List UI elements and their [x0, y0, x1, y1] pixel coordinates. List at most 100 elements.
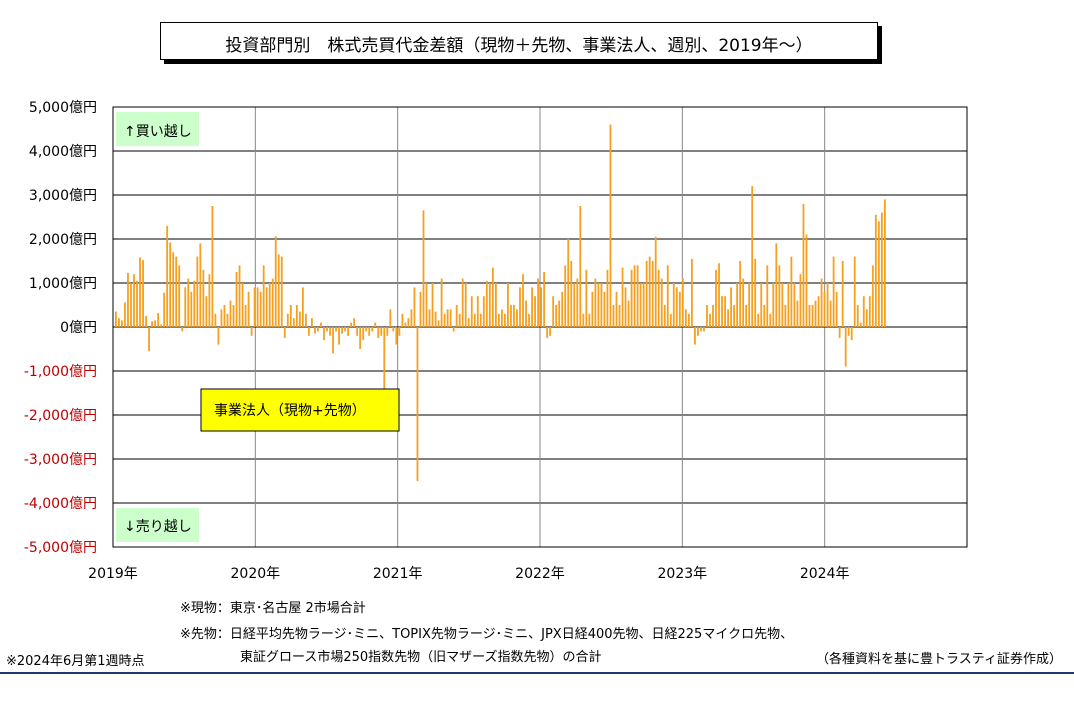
bar — [241, 283, 244, 327]
bar — [513, 305, 515, 327]
bar — [585, 269, 588, 327]
bar — [488, 283, 491, 327]
bar — [124, 302, 126, 327]
bar — [612, 305, 615, 327]
bar — [847, 327, 850, 336]
note-as-of: ※2024年6月第1週時点 — [6, 654, 145, 669]
bar — [751, 186, 754, 327]
bar — [199, 243, 202, 327]
bar — [455, 305, 458, 327]
bar — [398, 327, 401, 336]
bar — [754, 258, 757, 327]
chart-title: 投資部門別 株式売買代金差額（現物＋先物、事業法人、週別、2019年～） — [225, 36, 813, 56]
bar — [832, 256, 835, 327]
bar — [127, 272, 129, 327]
bar — [540, 287, 543, 327]
y-tick-label: -3,000億円 — [24, 452, 97, 468]
bar — [347, 327, 350, 336]
bar — [543, 272, 546, 327]
bar — [329, 327, 331, 336]
bar — [838, 327, 841, 338]
bar — [820, 278, 823, 327]
bar — [259, 291, 262, 327]
bar — [697, 327, 699, 336]
bar — [859, 322, 862, 327]
bar — [335, 327, 337, 332]
plot-area-frame — [112, 106, 968, 548]
bar — [283, 327, 286, 338]
bar — [561, 291, 564, 327]
footer-rule — [0, 672, 1074, 674]
bar — [760, 283, 763, 327]
bar — [380, 327, 383, 336]
bar — [289, 305, 292, 327]
bar — [588, 313, 591, 327]
bar — [796, 300, 799, 327]
bar — [781, 283, 784, 327]
bar — [727, 309, 729, 327]
bar — [549, 327, 552, 336]
bar — [374, 322, 377, 327]
bar — [835, 291, 838, 327]
note-spot: ※現物：東京･名古屋 2市場合計 — [180, 601, 366, 616]
y-tick-label: -1,000億円 — [24, 364, 97, 380]
y-tick-label: 1,000億円 — [29, 276, 97, 292]
bar — [570, 261, 573, 327]
y-tick-label: 0億円 — [60, 320, 97, 336]
x-tick-label: 2020年 — [231, 566, 281, 582]
bar — [229, 300, 232, 327]
bar — [407, 318, 410, 327]
bar — [377, 327, 380, 338]
bar — [286, 313, 289, 327]
bar — [844, 327, 847, 367]
bar — [624, 287, 627, 327]
bar — [323, 327, 325, 341]
bar — [389, 309, 392, 327]
bar — [576, 278, 579, 327]
bar — [148, 327, 150, 352]
bar — [190, 291, 193, 327]
bar — [311, 318, 313, 327]
bar — [353, 318, 356, 327]
bar — [552, 296, 555, 327]
bar — [648, 256, 651, 327]
bar-series — [115, 124, 886, 481]
bar — [516, 309, 518, 327]
bar — [636, 265, 639, 327]
bar — [181, 327, 184, 332]
x-tick-label: 2022年 — [515, 566, 565, 582]
bar — [736, 283, 739, 327]
bar — [748, 283, 751, 327]
bar — [320, 322, 322, 327]
x-tick-label: 2019年 — [88, 566, 138, 582]
bar — [139, 257, 141, 327]
bar — [880, 212, 883, 327]
bar — [730, 287, 732, 327]
bar — [531, 287, 533, 327]
bar — [564, 265, 567, 327]
bar — [268, 283, 271, 327]
bar — [157, 312, 160, 327]
bar — [208, 274, 211, 327]
bar — [491, 267, 494, 327]
bar — [657, 269, 660, 327]
bar — [654, 236, 657, 327]
y-tick-label: 4,000億円 — [29, 144, 97, 160]
bar — [862, 296, 865, 327]
bar — [371, 327, 374, 332]
bar — [464, 283, 467, 327]
bar — [431, 283, 434, 327]
bar — [118, 318, 120, 327]
bar — [160, 324, 163, 327]
bar — [449, 309, 452, 327]
bar — [823, 291, 826, 327]
bar — [690, 258, 693, 327]
bar — [458, 313, 461, 327]
bar — [485, 280, 488, 327]
bar — [314, 327, 316, 334]
bar — [356, 327, 359, 336]
bar — [775, 243, 778, 327]
bar — [187, 278, 190, 327]
bar — [678, 291, 681, 327]
